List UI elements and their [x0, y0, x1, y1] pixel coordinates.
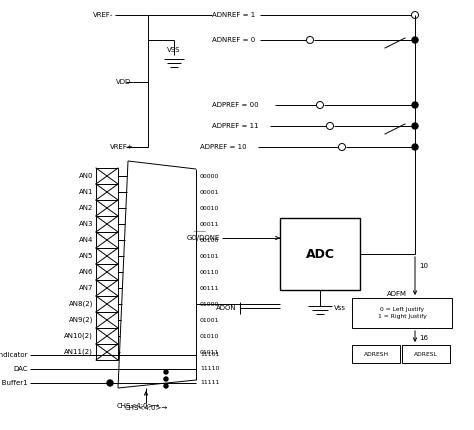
Bar: [96, 296, 118, 312]
Text: VDD: VDD: [116, 79, 131, 85]
Text: ADON: ADON: [216, 305, 237, 311]
Text: DAC: DAC: [13, 366, 28, 372]
Text: AN6: AN6: [79, 269, 93, 275]
Text: 0 = Left Justify
1 = Right Justify: 0 = Left Justify 1 = Right Justify: [378, 307, 427, 319]
Bar: [280, 218, 360, 290]
Text: ‾‾‾‾: ‾‾‾‾: [193, 231, 206, 236]
Text: 00010: 00010: [200, 206, 219, 211]
Bar: [96, 344, 118, 360]
Text: VSS: VSS: [167, 47, 181, 53]
Text: ADNREF = 0: ADNREF = 0: [212, 37, 255, 43]
Text: FVR Buffer1: FVR Buffer1: [0, 380, 28, 386]
Bar: [96, 184, 118, 200]
Text: AN9(2): AN9(2): [69, 317, 93, 323]
Bar: [96, 232, 118, 248]
Text: 00110: 00110: [200, 270, 219, 274]
Circle shape: [107, 380, 113, 386]
Text: 11110: 11110: [200, 366, 219, 372]
Circle shape: [412, 102, 418, 108]
Text: 01010: 01010: [200, 334, 219, 338]
Text: AN10(2): AN10(2): [64, 333, 93, 339]
Text: AN4: AN4: [79, 237, 93, 243]
Text: VREF+: VREF+: [110, 144, 134, 150]
Circle shape: [412, 37, 418, 43]
Text: 01011: 01011: [200, 350, 219, 354]
Text: 01000: 01000: [200, 301, 219, 307]
Text: Temp Indicator: Temp Indicator: [0, 352, 28, 358]
Bar: [96, 328, 118, 344]
Text: AN0: AN0: [79, 173, 93, 179]
Circle shape: [164, 377, 168, 381]
Text: 11111: 11111: [200, 381, 219, 386]
Text: ADPREF = 00: ADPREF = 00: [212, 102, 259, 108]
Circle shape: [412, 144, 418, 150]
Text: Vss: Vss: [334, 305, 346, 311]
Bar: [96, 200, 118, 216]
Bar: [96, 312, 118, 328]
Circle shape: [164, 384, 168, 388]
Text: 00101: 00101: [200, 254, 219, 258]
Text: AN8(2): AN8(2): [69, 301, 93, 307]
Bar: [96, 216, 118, 232]
Bar: [96, 248, 118, 264]
Circle shape: [164, 370, 168, 374]
Text: ADRESH: ADRESH: [364, 351, 389, 356]
Text: 16: 16: [419, 335, 428, 341]
Text: CHS<4:0>→: CHS<4:0>→: [124, 405, 168, 411]
Text: 00011: 00011: [200, 221, 219, 227]
Text: ADNREF = 1: ADNREF = 1: [212, 12, 255, 18]
Text: CHS<4:0>→: CHS<4:0>→: [117, 403, 160, 409]
Text: AN5: AN5: [79, 253, 93, 259]
Text: VREF-: VREF-: [92, 12, 113, 18]
Text: 00100: 00100: [200, 237, 219, 243]
Bar: [352, 345, 400, 363]
Text: ADRESL: ADRESL: [414, 351, 438, 356]
Text: AN11(2): AN11(2): [64, 349, 93, 355]
Text: 01001: 01001: [200, 317, 219, 322]
Text: ADC: ADC: [306, 248, 335, 261]
Bar: [352, 298, 452, 328]
Bar: [96, 280, 118, 296]
Text: AN1: AN1: [79, 189, 93, 195]
Text: ADFM: ADFM: [387, 291, 407, 297]
Text: 10: 10: [419, 263, 428, 269]
Text: ADPREF = 10: ADPREF = 10: [200, 144, 246, 150]
Text: 00001: 00001: [200, 190, 219, 194]
Bar: [96, 168, 118, 184]
Text: ADPREF = 11: ADPREF = 11: [212, 123, 259, 129]
Text: GO/DONE: GO/DONE: [187, 235, 220, 241]
Text: 11101: 11101: [200, 353, 219, 357]
Bar: [96, 264, 118, 280]
Text: AN3: AN3: [79, 221, 93, 227]
Text: 00000: 00000: [200, 173, 219, 178]
Bar: [402, 345, 450, 363]
Text: AN2: AN2: [79, 205, 93, 211]
Text: AN7: AN7: [79, 285, 93, 291]
Text: 00111: 00111: [200, 286, 219, 291]
Circle shape: [412, 123, 418, 129]
